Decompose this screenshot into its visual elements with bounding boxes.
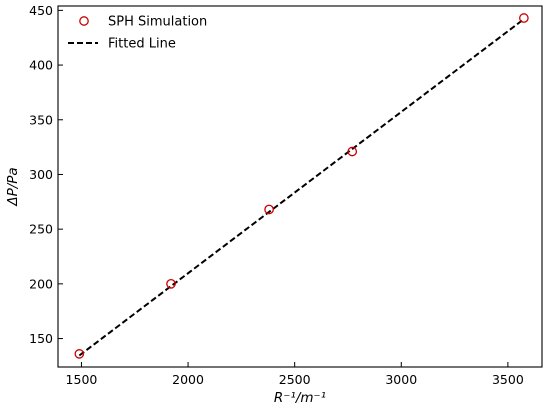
legend-marker-sph-simulation bbox=[79, 16, 89, 26]
plot-frame bbox=[57, 5, 543, 368]
y-tick-label: 400 bbox=[29, 58, 53, 73]
x-tick-label: 1500 bbox=[66, 372, 98, 387]
y-tick-label: 450 bbox=[29, 3, 53, 18]
x-tick-label: 3500 bbox=[492, 372, 524, 387]
data-point bbox=[264, 204, 274, 215]
y-axis-label: ΔP/Pa bbox=[5, 167, 21, 206]
legend-label-fitted-line: Fitted Line bbox=[108, 37, 176, 52]
y-tick-label: 200 bbox=[29, 276, 53, 291]
y-tick-label: 150 bbox=[29, 331, 53, 346]
legend-label-sph-simulation: SPH Simulation bbox=[108, 15, 207, 30]
points-layer bbox=[74, 13, 529, 359]
ticks-layer: 1500 2000 2500 3000 3500 150 200 250 300 350 400 45… bbox=[29, 3, 524, 387]
x-tick-label: 3000 bbox=[385, 372, 417, 387]
y-tick-label: 300 bbox=[29, 167, 53, 182]
y-tick-label: 350 bbox=[29, 112, 53, 127]
y-tick-label: 250 bbox=[29, 222, 53, 237]
x-axis-label: R⁻¹/m⁻¹ bbox=[274, 390, 326, 406]
legend: SPH Simulation Fitted Line bbox=[68, 15, 207, 52]
fitted-line-layer bbox=[78, 18, 525, 357]
data-point bbox=[347, 146, 358, 157]
fitted-line bbox=[78, 18, 525, 357]
data-point bbox=[519, 13, 529, 23]
data-point bbox=[166, 279, 176, 289]
x-tick-label: 2000 bbox=[172, 372, 204, 387]
data-point bbox=[74, 349, 85, 359]
x-tick-label: 2500 bbox=[279, 372, 311, 387]
